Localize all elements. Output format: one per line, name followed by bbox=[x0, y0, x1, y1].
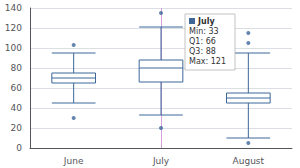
svg-text:40: 40 bbox=[11, 103, 23, 113]
svg-text:Min: 33: Min: 33 bbox=[189, 27, 219, 36]
svg-text:June: June bbox=[63, 156, 84, 166]
svg-text:60: 60 bbox=[11, 83, 23, 93]
svg-text:120: 120 bbox=[5, 23, 22, 33]
svg-text:0: 0 bbox=[16, 143, 22, 153]
svg-text:July: July bbox=[197, 17, 215, 26]
svg-text:Max: 121: Max: 121 bbox=[189, 57, 226, 66]
svg-text:Q1: 66: Q1: 66 bbox=[189, 37, 216, 46]
svg-text:July: July bbox=[152, 156, 170, 166]
svg-text:Q3: 88: Q3: 88 bbox=[189, 47, 216, 56]
svg-text:100: 100 bbox=[5, 43, 22, 53]
svg-text:80: 80 bbox=[11, 63, 23, 73]
svg-text:140: 140 bbox=[5, 3, 22, 13]
svg-text:August: August bbox=[233, 156, 265, 166]
svg-text:20: 20 bbox=[11, 123, 23, 133]
